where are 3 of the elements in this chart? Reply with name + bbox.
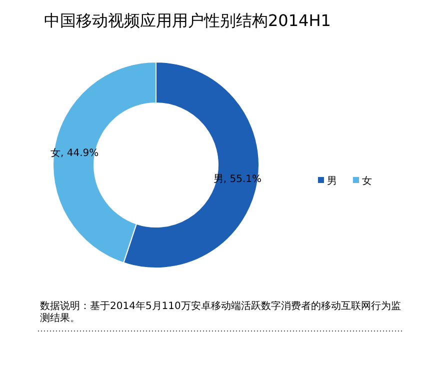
chart-title: 中国移动视频应用用户性别结构2014H1 [44, 11, 331, 30]
legend-label: 男 [327, 176, 337, 187]
legend-label: 女 [362, 175, 372, 187]
